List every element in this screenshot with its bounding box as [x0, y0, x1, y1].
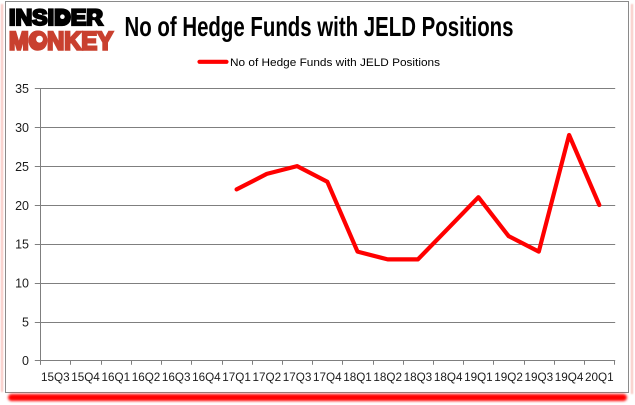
- svg-text:20: 20: [15, 199, 29, 213]
- svg-text:18Q2: 18Q2: [373, 371, 402, 384]
- svg-text:MONKEY: MONKEY: [9, 28, 113, 56]
- svg-text:0: 0: [22, 354, 29, 368]
- svg-text:18Q4: 18Q4: [434, 371, 463, 384]
- svg-text:19Q4: 19Q4: [555, 371, 584, 384]
- svg-text:19Q2: 19Q2: [494, 371, 523, 384]
- svg-text:10: 10: [15, 277, 29, 291]
- svg-text:17Q1: 17Q1: [222, 371, 251, 384]
- svg-text:17Q4: 17Q4: [313, 371, 342, 384]
- svg-text:35: 35: [15, 82, 29, 96]
- svg-text:No of Hedge Funds with JELD Po: No of Hedge Funds with JELD Positions: [125, 11, 514, 42]
- svg-text:16Q1: 16Q1: [102, 371, 131, 384]
- svg-text:17Q3: 17Q3: [283, 371, 312, 384]
- svg-text:17Q2: 17Q2: [253, 371, 282, 384]
- svg-text:15: 15: [15, 238, 29, 252]
- svg-text:16Q3: 16Q3: [162, 371, 191, 384]
- svg-text:30: 30: [15, 121, 29, 135]
- svg-text:16Q2: 16Q2: [132, 371, 161, 384]
- svg-text:20Q1: 20Q1: [585, 371, 614, 384]
- svg-text:15Q3: 15Q3: [41, 371, 70, 384]
- svg-text:18Q1: 18Q1: [343, 371, 372, 384]
- svg-text:18Q3: 18Q3: [404, 371, 433, 384]
- svg-text:5: 5: [22, 315, 29, 329]
- svg-text:INSIDER: INSIDER: [9, 5, 103, 30]
- svg-text:No of Hedge Funds with JELD Po: No of Hedge Funds with JELD Positions: [230, 57, 441, 69]
- svg-text:19Q1: 19Q1: [464, 371, 493, 384]
- svg-text:19Q3: 19Q3: [525, 371, 554, 384]
- svg-text:16Q4: 16Q4: [192, 371, 221, 384]
- svg-text:15Q4: 15Q4: [71, 371, 100, 384]
- svg-text:25: 25: [15, 160, 29, 174]
